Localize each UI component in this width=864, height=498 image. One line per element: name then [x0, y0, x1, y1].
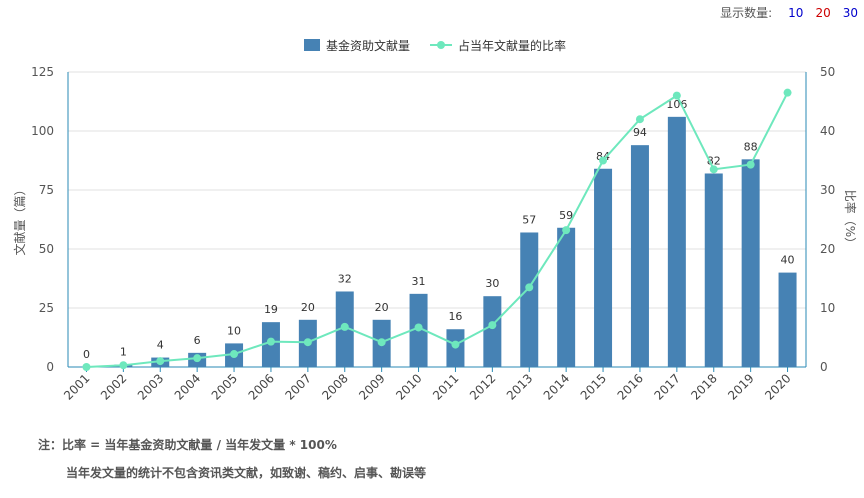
ratio-point: [746, 160, 755, 169]
x-tick-label: 2005: [209, 371, 240, 402]
x-tick-label: 2014: [541, 371, 572, 402]
y2-tick-label: 30: [820, 183, 835, 197]
x-tick-label: 2012: [467, 371, 498, 402]
x-tick-label: 2020: [762, 371, 793, 402]
bar: [557, 227, 576, 367]
display-count-label: 显示数量:: [720, 6, 773, 20]
bar: [778, 272, 797, 367]
bar-value-label: 88: [744, 140, 758, 153]
ratio-point: [377, 338, 386, 347]
y-tick-label: 125: [31, 65, 54, 79]
ratio-formula-note: 注：比率 = 当年基金资助文献量 / 当年发文量 * 100%: [38, 438, 337, 452]
bar-value-label: 30: [485, 277, 499, 290]
ratio-point: [156, 357, 165, 366]
bar: [704, 173, 723, 367]
y-tick-label: 0: [46, 360, 54, 374]
x-tick-label: 2013: [504, 371, 535, 402]
legend-line-label: 占当年文献量的比率: [458, 38, 566, 53]
display-count-selector: 显示数量: 10 20 30: [720, 4, 858, 21]
bar-value-label: 32: [338, 272, 352, 285]
display-count-option-10[interactable]: 10: [788, 5, 804, 20]
x-tick-label: 2009: [356, 371, 387, 402]
y2-axis-title: 比率（%）: [843, 190, 858, 249]
bar-value-label: 40: [781, 254, 795, 267]
x-tick-label: 2018: [688, 371, 719, 402]
y-axis-title: 文献量（篇）: [12, 183, 27, 255]
x-tick-label: 2002: [98, 371, 129, 402]
ratio-point: [414, 323, 423, 332]
y-tick-label: 50: [39, 242, 54, 256]
ratio-point: [82, 363, 91, 371]
legend-bar-label: 基金资助文献量: [326, 38, 410, 53]
bar: [520, 232, 539, 367]
bar: [667, 116, 686, 367]
bar: [741, 159, 760, 367]
y2-tick-label: 20: [820, 242, 835, 256]
bar-value-label: 0: [83, 348, 90, 361]
bar-value-label: 16: [448, 310, 462, 323]
ratio-point: [340, 322, 349, 331]
ratio-line: [86, 92, 789, 368]
ratio-point: [562, 226, 571, 235]
x-tick-label: 2004: [172, 371, 203, 402]
x-tick-label: 2006: [246, 371, 277, 402]
x-tick-label: 2019: [725, 371, 756, 402]
ratio-point: [599, 156, 608, 165]
x-tick-label: 2011: [430, 371, 461, 402]
bar-value-label: 31: [412, 275, 426, 288]
bar: [483, 296, 502, 367]
count-exclusion-note: 当年发文量的统计不包含资讯类文献，如致谢、稿约、启事、勘误等: [66, 466, 427, 480]
y-tick-label: 25: [39, 301, 54, 315]
combo-chart: 0 25 50 75 100 125 0 10 20 30 40 50 文献量（篇） 比率（%） 0 2001…: [12, 38, 858, 403]
x-tick-label: 2015: [578, 371, 609, 402]
y-tick-label: 75: [39, 183, 54, 197]
x-tick-label: 2017: [651, 371, 682, 402]
y2-tick-label: 0: [820, 360, 828, 374]
y2-tick-label: 10: [820, 301, 835, 315]
y-tick-label: 100: [31, 124, 54, 138]
y2-tick-label: 40: [820, 124, 835, 138]
bar-value-label: 4: [157, 339, 164, 352]
bar-value-label: 1: [120, 346, 127, 359]
bar-value-label: 19: [264, 303, 278, 316]
legend-bar-swatch: [304, 39, 320, 51]
legend-line-marker: [437, 41, 445, 49]
bar-value-label: 20: [301, 301, 315, 314]
bar: [594, 168, 613, 367]
ratio-point: [230, 350, 239, 359]
ratio-point: [709, 165, 718, 174]
x-tick-label: 2010: [393, 371, 424, 402]
x-tick-label: 2003: [135, 371, 166, 402]
ratio-point: [672, 91, 681, 100]
bar-value-label: 59: [559, 209, 573, 222]
y2-tick-label: 50: [820, 65, 835, 79]
ratio-point: [266, 337, 275, 346]
bar-value-label: 94: [633, 126, 647, 139]
bar-value-label: 57: [522, 213, 536, 226]
bar: [630, 145, 649, 367]
ratio-point: [783, 88, 792, 97]
ratio-point: [303, 338, 312, 347]
x-tick-label: 2008: [319, 371, 350, 402]
bar-value-label: 6: [194, 334, 201, 347]
ratio-point: [525, 283, 534, 292]
x-tick-label: 2001: [61, 371, 92, 402]
ratio-point: [119, 361, 128, 370]
x-tick-label: 2016: [615, 371, 646, 402]
x-tick-label: 2007: [282, 371, 313, 402]
ratio-point: [488, 321, 497, 330]
display-count-option-30[interactable]: 30: [842, 5, 858, 20]
ratio-point: [193, 354, 202, 363]
bar-value-label: 20: [375, 301, 389, 314]
ratio-point: [635, 115, 644, 124]
ratio-point: [451, 340, 460, 349]
bar-value-label: 10: [227, 324, 241, 337]
display-count-option-20[interactable]: 20: [815, 5, 831, 20]
